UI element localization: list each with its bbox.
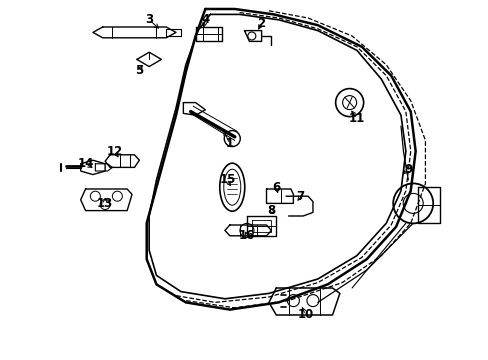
Text: 10: 10 bbox=[297, 309, 313, 321]
Text: 13: 13 bbox=[97, 197, 113, 210]
Text: 2: 2 bbox=[257, 17, 265, 30]
Text: 5: 5 bbox=[135, 64, 143, 77]
Text: 16: 16 bbox=[238, 229, 255, 242]
Text: 7: 7 bbox=[296, 190, 304, 203]
Text: 8: 8 bbox=[267, 204, 275, 217]
Text: 15: 15 bbox=[219, 174, 235, 186]
Text: 12: 12 bbox=[106, 145, 123, 158]
Text: 9: 9 bbox=[404, 163, 411, 176]
Text: 4: 4 bbox=[201, 13, 209, 26]
Text: 14: 14 bbox=[77, 157, 94, 170]
Text: 6: 6 bbox=[272, 181, 280, 194]
Text: 3: 3 bbox=[145, 13, 153, 26]
Text: 1: 1 bbox=[225, 138, 233, 150]
Text: 11: 11 bbox=[348, 112, 365, 125]
